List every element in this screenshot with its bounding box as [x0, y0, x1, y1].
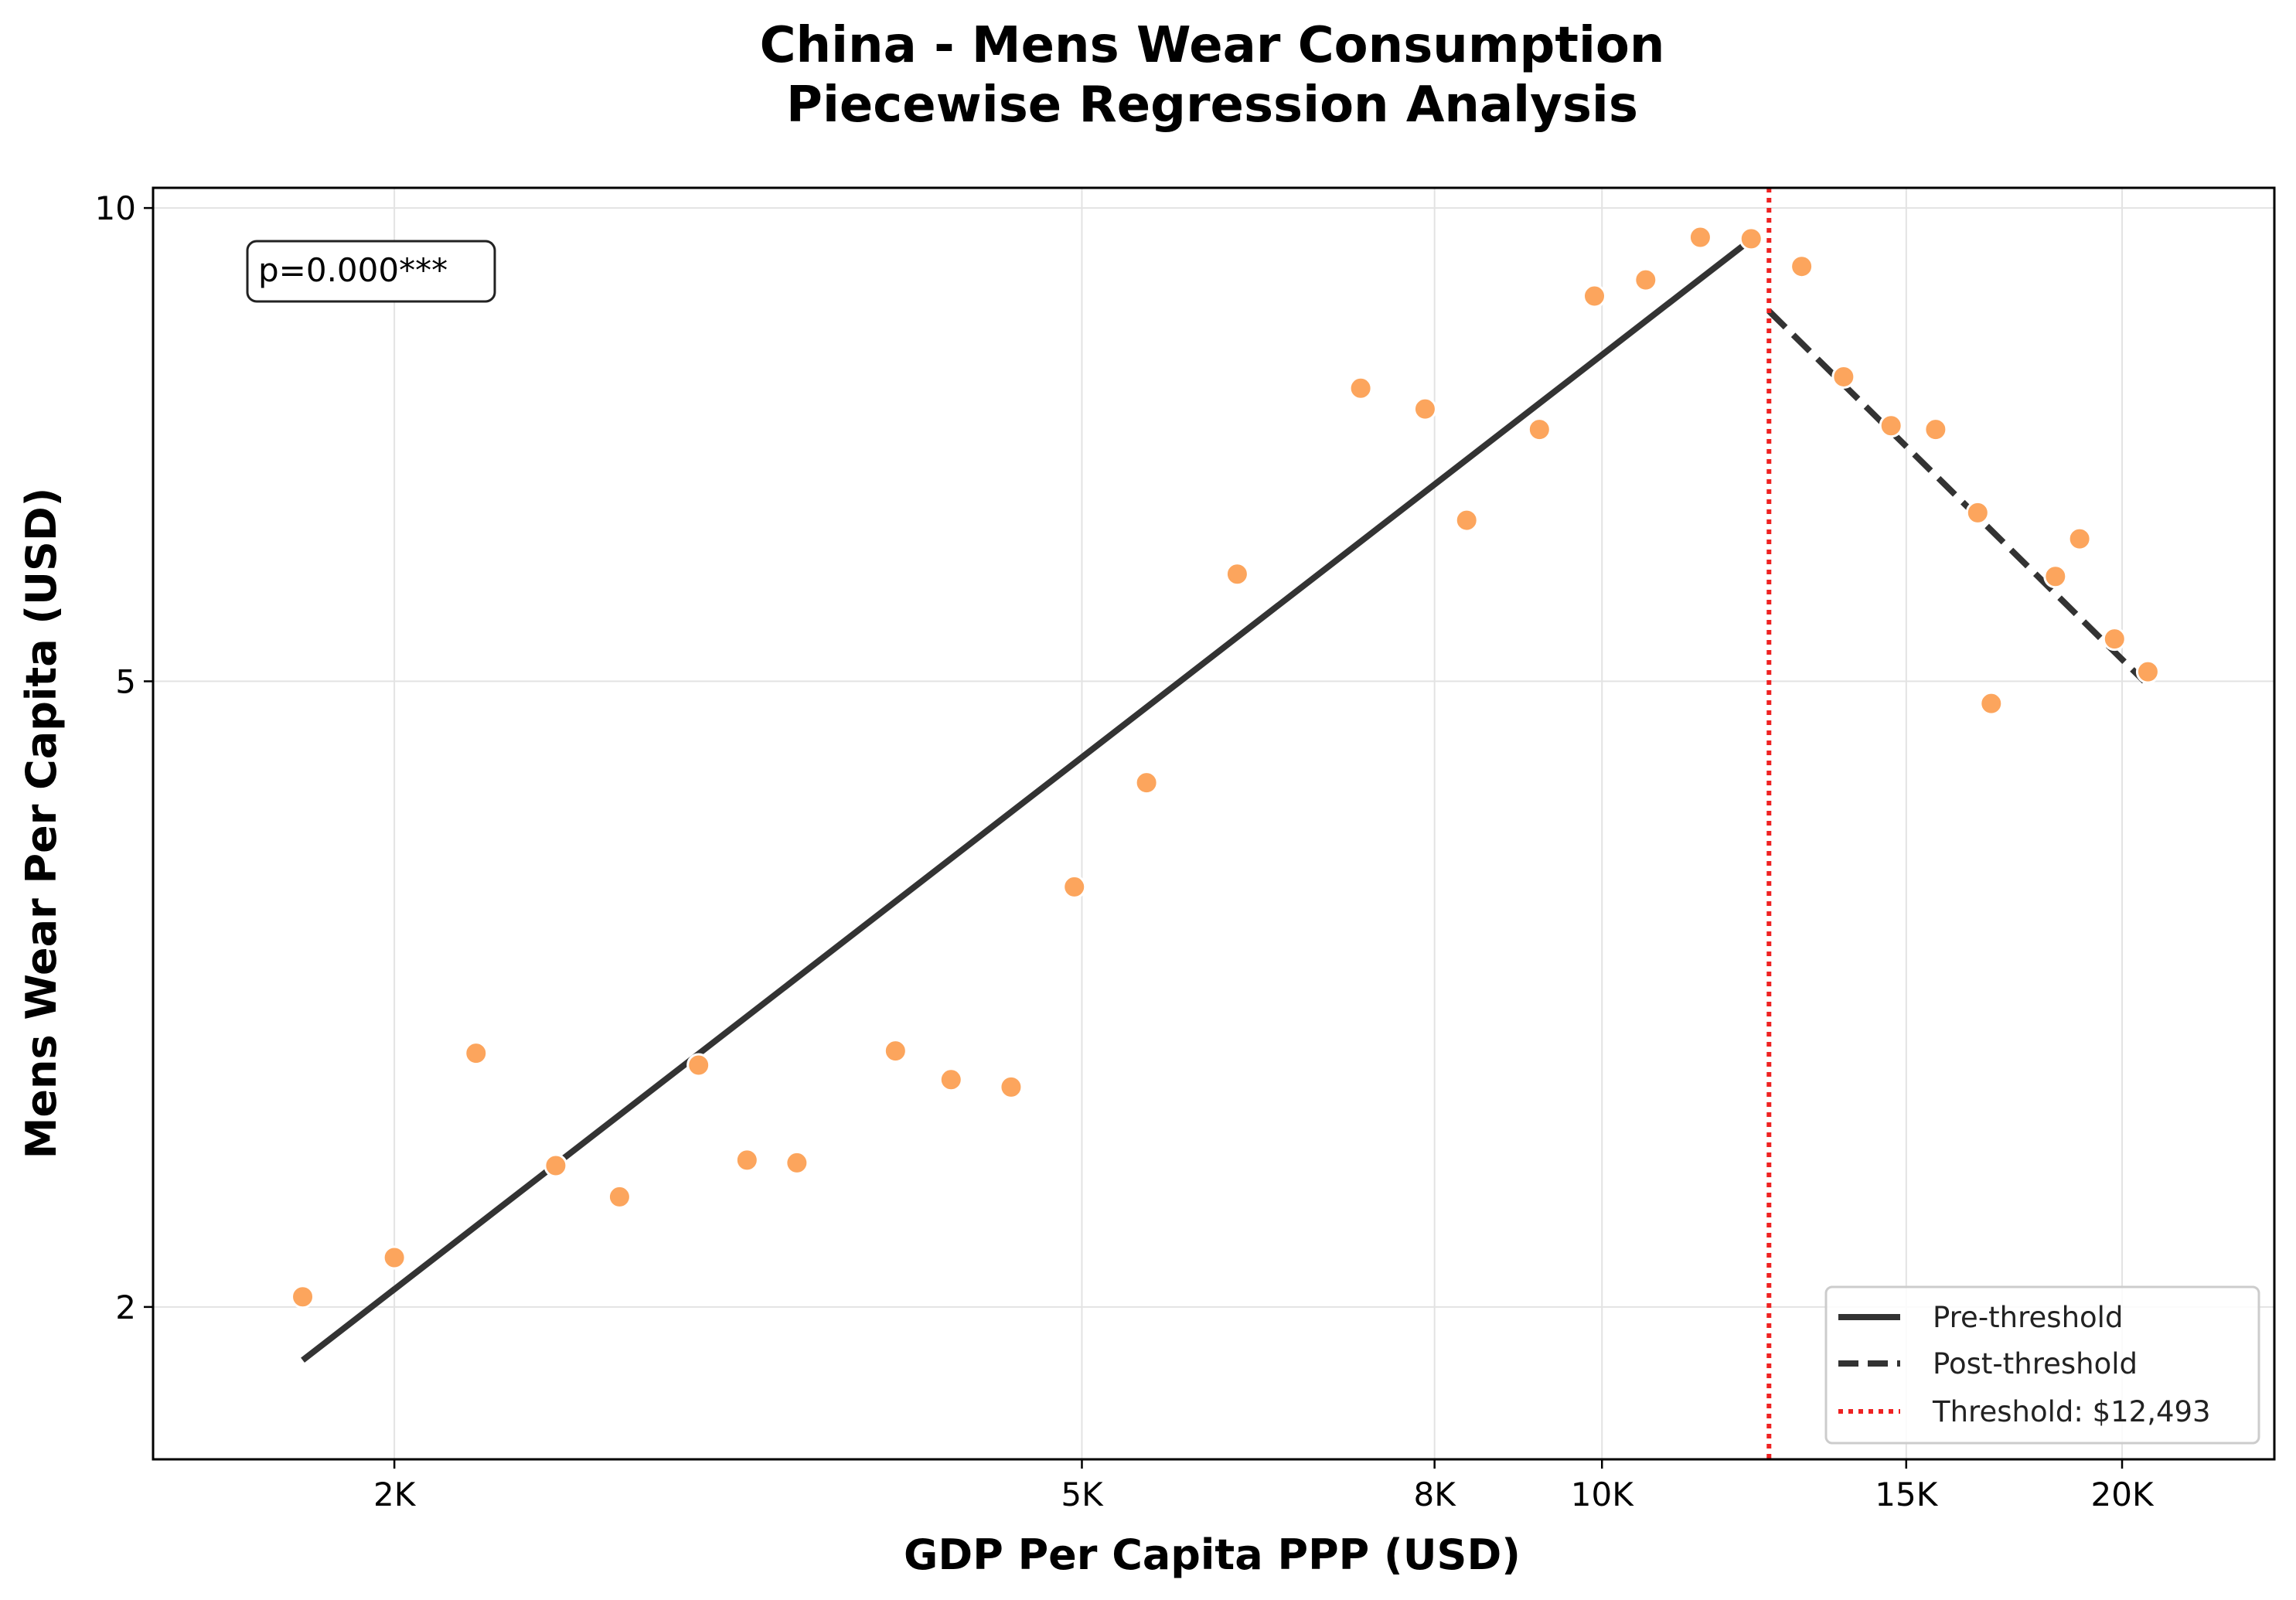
fit-lines: [301, 237, 2147, 1363]
x-axis-label: GDP Per Capita PPP (USD): [904, 1530, 1521, 1579]
data-point: [2102, 627, 2127, 652]
data-point: [1831, 364, 1856, 389]
y-tick-label: 2: [115, 1289, 136, 1326]
plot-frame: [152, 186, 2276, 1461]
data-point: [1688, 225, 1712, 250]
data-point: [291, 1285, 315, 1309]
x-tick-label: 2K: [373, 1476, 417, 1513]
data-point: [1790, 254, 1814, 279]
data-point: [1062, 874, 1087, 899]
data-point: [1582, 284, 1606, 308]
data-point: [1527, 417, 1552, 442]
data-point: [543, 1153, 568, 1178]
data-point: [1412, 397, 1437, 421]
x-tick-label: 8K: [1414, 1476, 1457, 1513]
pre-threshold-line: [301, 237, 1753, 1363]
scatter-points: [291, 225, 2160, 1309]
x-tick-label: 15K: [1875, 1476, 1938, 1513]
data-point: [2043, 564, 2068, 589]
data-point: [1879, 414, 1903, 438]
data-point: [464, 1041, 489, 1066]
data-point: [938, 1067, 963, 1092]
data-point: [1225, 562, 1249, 587]
legend-label-post-threshold: Post-threshold: [1933, 1347, 2138, 1380]
data-point: [1454, 508, 1479, 533]
data-point: [734, 1148, 759, 1173]
data-point: [2067, 526, 2092, 551]
y-tick-label: 5: [115, 662, 136, 700]
data-point: [2135, 659, 2160, 684]
data-point: [686, 1053, 711, 1077]
data-point: [1965, 500, 1990, 525]
x-tick-label: 5K: [1061, 1476, 1104, 1513]
y-axis-label: Mens Wear Per Capita (USD): [17, 488, 66, 1159]
x-tick-label: 20K: [2091, 1476, 2155, 1513]
x-tick-label: 10K: [1571, 1476, 1634, 1513]
x-axis-ticks: 2K 5K 8K 10K 15K 20K: [373, 1459, 2155, 1513]
legend-box: [1824, 1285, 2260, 1445]
data-point: [1134, 771, 1159, 795]
data-point: [1348, 376, 1373, 400]
chart-title-line-1: China - Mens Wear Consumption: [760, 17, 1665, 74]
chart-title-line-2: Piecewise Regression Analysis: [786, 77, 1638, 134]
p-value-box: [246, 240, 496, 303]
p-value-text: p=0.000***: [258, 251, 448, 289]
data-point: [607, 1184, 632, 1209]
post-threshold-line: [1766, 308, 2147, 684]
data-point: [1979, 691, 2004, 716]
data-point: [1739, 226, 1763, 251]
data-point: [883, 1039, 908, 1064]
data-point: [1923, 417, 1948, 442]
data-point: [785, 1150, 809, 1175]
legend-label-pre-threshold: Pre-threshold: [1933, 1301, 2123, 1334]
data-point: [999, 1074, 1024, 1099]
y-tick-label: 10: [95, 189, 136, 227]
p-value-annotation: p=0.000***: [246, 240, 496, 303]
y-axis-ticks: 2 5 10: [95, 189, 153, 1326]
data-point: [382, 1245, 407, 1270]
data-point: [1633, 267, 1658, 292]
legend: Pre-threshold Post-threshold Threshold: …: [1824, 1285, 2260, 1445]
legend-label-threshold: Threshold: $12,493: [1932, 1395, 2211, 1428]
